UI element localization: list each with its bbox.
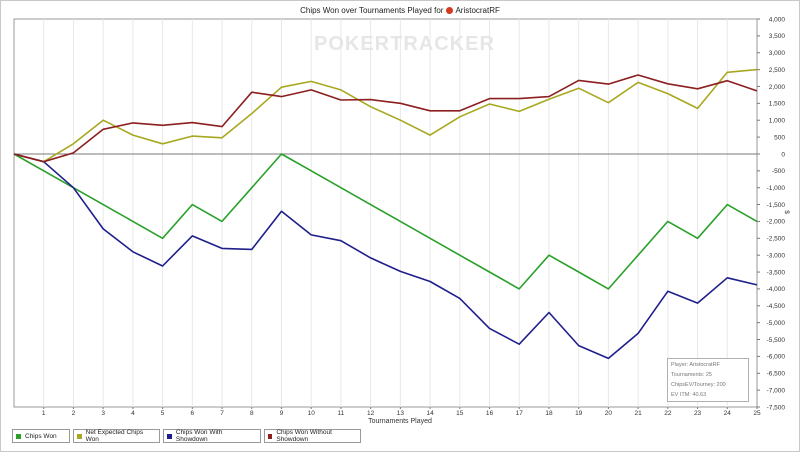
legend-label: Chips Won Without Showdown xyxy=(276,429,332,443)
x-tick-label: 24 xyxy=(724,410,732,417)
series-line-2 xyxy=(13,153,758,360)
chart-title-text: Chips Won over Tournaments Played for xyxy=(300,6,444,15)
legend: Chips Won Net Expected Chips Won Chips W… xyxy=(12,429,364,443)
y-axis-label: $ xyxy=(783,210,790,214)
y-tick-label: -5,500 xyxy=(767,337,786,344)
y-tick-label: -2,000 xyxy=(767,219,786,226)
legend-label: Chips Won xyxy=(25,432,57,440)
legend-label: Net Expected Chips Won xyxy=(85,429,144,443)
y-tick-label: 2,500 xyxy=(769,67,786,74)
x-tick-label: 16 xyxy=(486,410,494,417)
x-tick-label: 10 xyxy=(308,410,316,417)
legend-swatch xyxy=(16,433,21,439)
x-tick-label: 6 xyxy=(191,410,195,417)
x-tick-label: 17 xyxy=(516,410,524,417)
x-tick-label: 2 xyxy=(72,410,76,417)
x-axis-label: Tournaments Played xyxy=(368,418,432,425)
legend-swatch xyxy=(77,433,82,439)
y-tick-label: -7,000 xyxy=(767,387,786,394)
x-tick-label: 22 xyxy=(664,410,672,417)
legend-item-chips-won-with-showdown[interactable]: Chips Won With Showdown xyxy=(163,429,261,443)
series-line-0 xyxy=(13,153,758,290)
legend-swatch xyxy=(167,433,172,439)
y-tick-label: -1,500 xyxy=(767,202,786,209)
y-tick-label: -3,000 xyxy=(767,252,786,259)
x-tick-label: 23 xyxy=(694,410,702,417)
series-line-3 xyxy=(13,74,758,163)
x-tick-label: 8 xyxy=(250,410,254,417)
x-tick-label: 15 xyxy=(456,410,464,417)
chart-title-player: AristocratRF xyxy=(455,6,500,15)
y-tick-label: 0 xyxy=(781,151,785,158)
info-chipsev: ChipsEV/Tourney: 200 xyxy=(671,382,726,388)
x-tick-label: 20 xyxy=(605,410,613,417)
y-tick-label: -1,000 xyxy=(767,185,786,192)
legend-label: Chips Won With Showdown xyxy=(175,429,223,443)
series-line-1 xyxy=(13,68,758,163)
x-tick-label: 3 xyxy=(101,410,105,417)
x-tick-label: 11 xyxy=(338,410,345,417)
x-tick-label: 7 xyxy=(220,410,224,417)
x-tick-label: 18 xyxy=(545,410,553,417)
player-info-box: Player: AristocratRF Tournaments: 25 Chi… xyxy=(667,358,749,402)
legend-item-chips-won-without-showdown[interactable]: Chips Won Without Showdown xyxy=(264,429,361,443)
x-tick-label: 5 xyxy=(161,410,165,417)
x-tick-label: 14 xyxy=(426,410,434,417)
y-tick-label: -6,000 xyxy=(767,354,786,361)
y-tick-label: -3,500 xyxy=(767,269,786,276)
y-tick-label: 1,000 xyxy=(769,118,786,125)
x-tick-label: 25 xyxy=(753,410,761,417)
y-tick-label: 500 xyxy=(774,134,785,141)
y-tick-label: -2,500 xyxy=(767,236,786,243)
y-tick-label: -4,500 xyxy=(767,303,786,310)
x-tick-label: 12 xyxy=(367,410,375,417)
x-tick-label: 13 xyxy=(397,410,405,417)
legend-item-net-expected-chips-won[interactable]: Net Expected Chips Won xyxy=(73,429,160,443)
y-tick-label: -7,500 xyxy=(767,404,786,411)
poker-chip-icon xyxy=(446,7,454,14)
y-tick-label: 4,000 xyxy=(769,16,786,23)
y-tick-label: -500 xyxy=(772,168,785,175)
y-tick-label: -4,000 xyxy=(767,286,786,293)
y-tick-label: -6,500 xyxy=(767,371,786,378)
y-tick-label: 3,000 xyxy=(769,50,786,57)
x-tick-label: 19 xyxy=(575,410,583,417)
legend-item-chips-won[interactable]: Chips Won xyxy=(12,429,70,443)
info-tournaments: Tournaments: 25 xyxy=(671,372,712,378)
y-tick-label: 3,500 xyxy=(769,33,786,40)
x-tick-label: 21 xyxy=(635,410,643,417)
y-tick-label: 2,000 xyxy=(769,84,786,91)
chart-title: Chips Won over Tournaments Played for Ari… xyxy=(0,6,800,15)
x-tick-label: 9 xyxy=(280,410,284,417)
x-tick-label: 1 xyxy=(42,410,46,417)
y-tick-label: -5,000 xyxy=(767,320,786,327)
legend-swatch xyxy=(268,433,273,439)
watermark-logo: POKERTRACKER xyxy=(314,33,495,55)
y-tick-label: 1,500 xyxy=(769,101,786,108)
info-evitm: EV ITM: 40.63 xyxy=(671,392,707,398)
info-player: Player: AristocratRF xyxy=(671,362,720,368)
x-tick-label: 4 xyxy=(131,410,135,417)
